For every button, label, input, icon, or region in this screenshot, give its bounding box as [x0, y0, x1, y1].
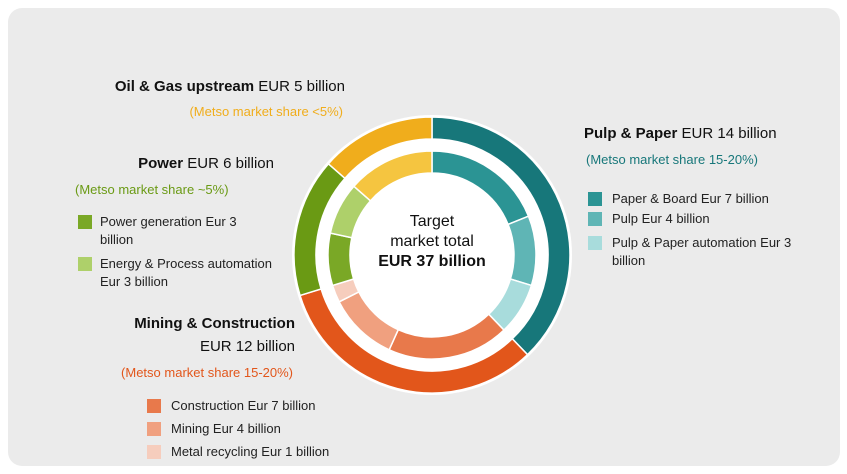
group-name: Power [138, 155, 184, 172]
group-share: (Metso market share 15-20%) [586, 152, 758, 167]
legend-swatch [78, 257, 92, 271]
legend-swatch [588, 212, 602, 226]
legend-swatch [147, 399, 161, 413]
group-value: EUR 12 billion [200, 338, 295, 355]
legend-item: Energy & Process automation Eur 3 billio… [100, 255, 290, 291]
legend-text: Power generation Eur 3 billion [100, 214, 237, 247]
legend-item: Pulp & Paper automation Eur 3 billion [612, 234, 812, 270]
group-name: Pulp & Paper [584, 125, 678, 142]
group-title: Oil & Gas upstream EUR 5 billion [115, 78, 345, 95]
legend-item: Power generation Eur 3 billion [100, 213, 240, 249]
inner-segment [327, 232, 355, 287]
group-share: (Metso market share ~5%) [75, 182, 229, 197]
group-share: (Metso market share 15-20%) [121, 365, 293, 380]
legend-text: Pulp Eur 4 billion [612, 211, 710, 226]
group-name: Oil & Gas upstream [114, 78, 255, 95]
group-name: Mining & Construction [134, 315, 295, 332]
legend-swatch [147, 445, 161, 459]
group-title: Mining & Construction [134, 315, 295, 332]
group-value-text: EUR 6 billion [187, 155, 274, 172]
legend-text: Metal recycling Eur 1 billion [171, 444, 330, 459]
inner-segment [352, 150, 433, 202]
center-disc [356, 179, 508, 331]
group-share-text: (Metso market share ~5%) [75, 182, 229, 197]
legend-item: Metal recycling Eur 1 billion [171, 443, 471, 461]
group-share-text: (Metso market share 15-20%) [121, 365, 293, 380]
legend-swatch [147, 422, 161, 436]
group-value-text: EUR 14 billion [681, 125, 777, 142]
group-title: Power EUR 6 billion [138, 155, 274, 172]
group-share-text: (Metso market share 15-20%) [586, 152, 758, 167]
group-value-text: EUR 5 billion [258, 78, 345, 95]
center-label: Target market total EUR 37 billion [372, 212, 492, 272]
legend-item: Construction Eur 7 billion [171, 397, 471, 415]
outer-segment [327, 116, 433, 180]
legend-text: Pulp & Paper automation Eur 3 billion [612, 235, 792, 268]
legend-item: Mining Eur 4 billion [171, 420, 471, 438]
legend-item: Paper & Board Eur 7 billion [612, 190, 847, 208]
group-share-text: (Metso market share <5%) [189, 104, 343, 119]
legend-swatch [588, 236, 602, 250]
group-title: Pulp & Paper EUR 14 billion [584, 125, 777, 142]
legend-item: Pulp Eur 4 billion [612, 210, 847, 228]
legend-swatch [588, 192, 602, 206]
legend-text: Construction Eur 7 billion [171, 398, 316, 413]
legend-text: Paper & Board Eur 7 billion [612, 191, 769, 206]
legend-text: Energy & Process automation Eur 3 billio… [100, 256, 272, 289]
group-share: (Metso market share <5%) [189, 104, 343, 119]
legend-swatch [78, 215, 92, 229]
legend-text: Mining Eur 4 billion [171, 421, 281, 436]
group-value-text: EUR 12 billion [199, 338, 295, 355]
center-text: Target market total [390, 213, 474, 250]
total-text: EUR 37 billion [378, 253, 486, 270]
